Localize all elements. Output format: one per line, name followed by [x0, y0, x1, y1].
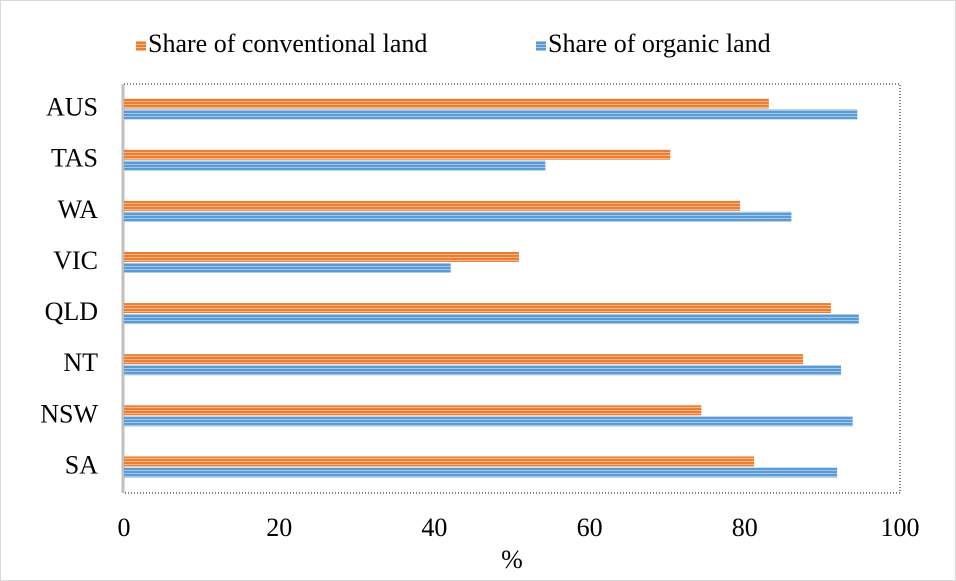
- x-tick-label: 100: [881, 513, 920, 542]
- legend-label: Share of organic land: [548, 29, 771, 58]
- bar: [124, 456, 755, 467]
- bar: [124, 149, 671, 160]
- y-tick-label: QLD: [45, 297, 98, 326]
- y-tick-label: VIC: [53, 246, 98, 275]
- legend-label: Share of conventional land: [148, 29, 427, 58]
- bar: [124, 303, 831, 314]
- x-tick-label: 60: [577, 513, 603, 542]
- bar: [124, 365, 842, 376]
- legend-swatch: [536, 41, 546, 51]
- x-tick-label: 20: [266, 513, 292, 542]
- x-tick-label: 80: [732, 513, 758, 542]
- bar: [124, 405, 702, 416]
- y-tick-label: SA: [65, 450, 98, 479]
- x-tick-label: 40: [421, 513, 447, 542]
- legend-swatch: [136, 41, 146, 51]
- y-tick-label: NSW: [40, 399, 98, 428]
- x-axis-label: %: [501, 545, 523, 574]
- bar: [124, 160, 546, 171]
- y-tick-label: WA: [58, 195, 99, 224]
- bar: [124, 354, 803, 365]
- bar: [124, 262, 451, 273]
- bar: [124, 98, 769, 109]
- bar: [124, 416, 853, 427]
- plot-border: [123, 83, 901, 494]
- bar: [124, 200, 741, 211]
- x-tick-label: 0: [118, 513, 131, 542]
- bar: [124, 251, 519, 262]
- bar: [124, 467, 838, 478]
- bar: [124, 211, 792, 222]
- bar: [124, 109, 858, 120]
- y-tick-label: TAS: [51, 144, 98, 173]
- bar: [124, 314, 859, 325]
- y-tick-label: NT: [63, 348, 98, 377]
- y-tick-label: AUS: [46, 93, 98, 122]
